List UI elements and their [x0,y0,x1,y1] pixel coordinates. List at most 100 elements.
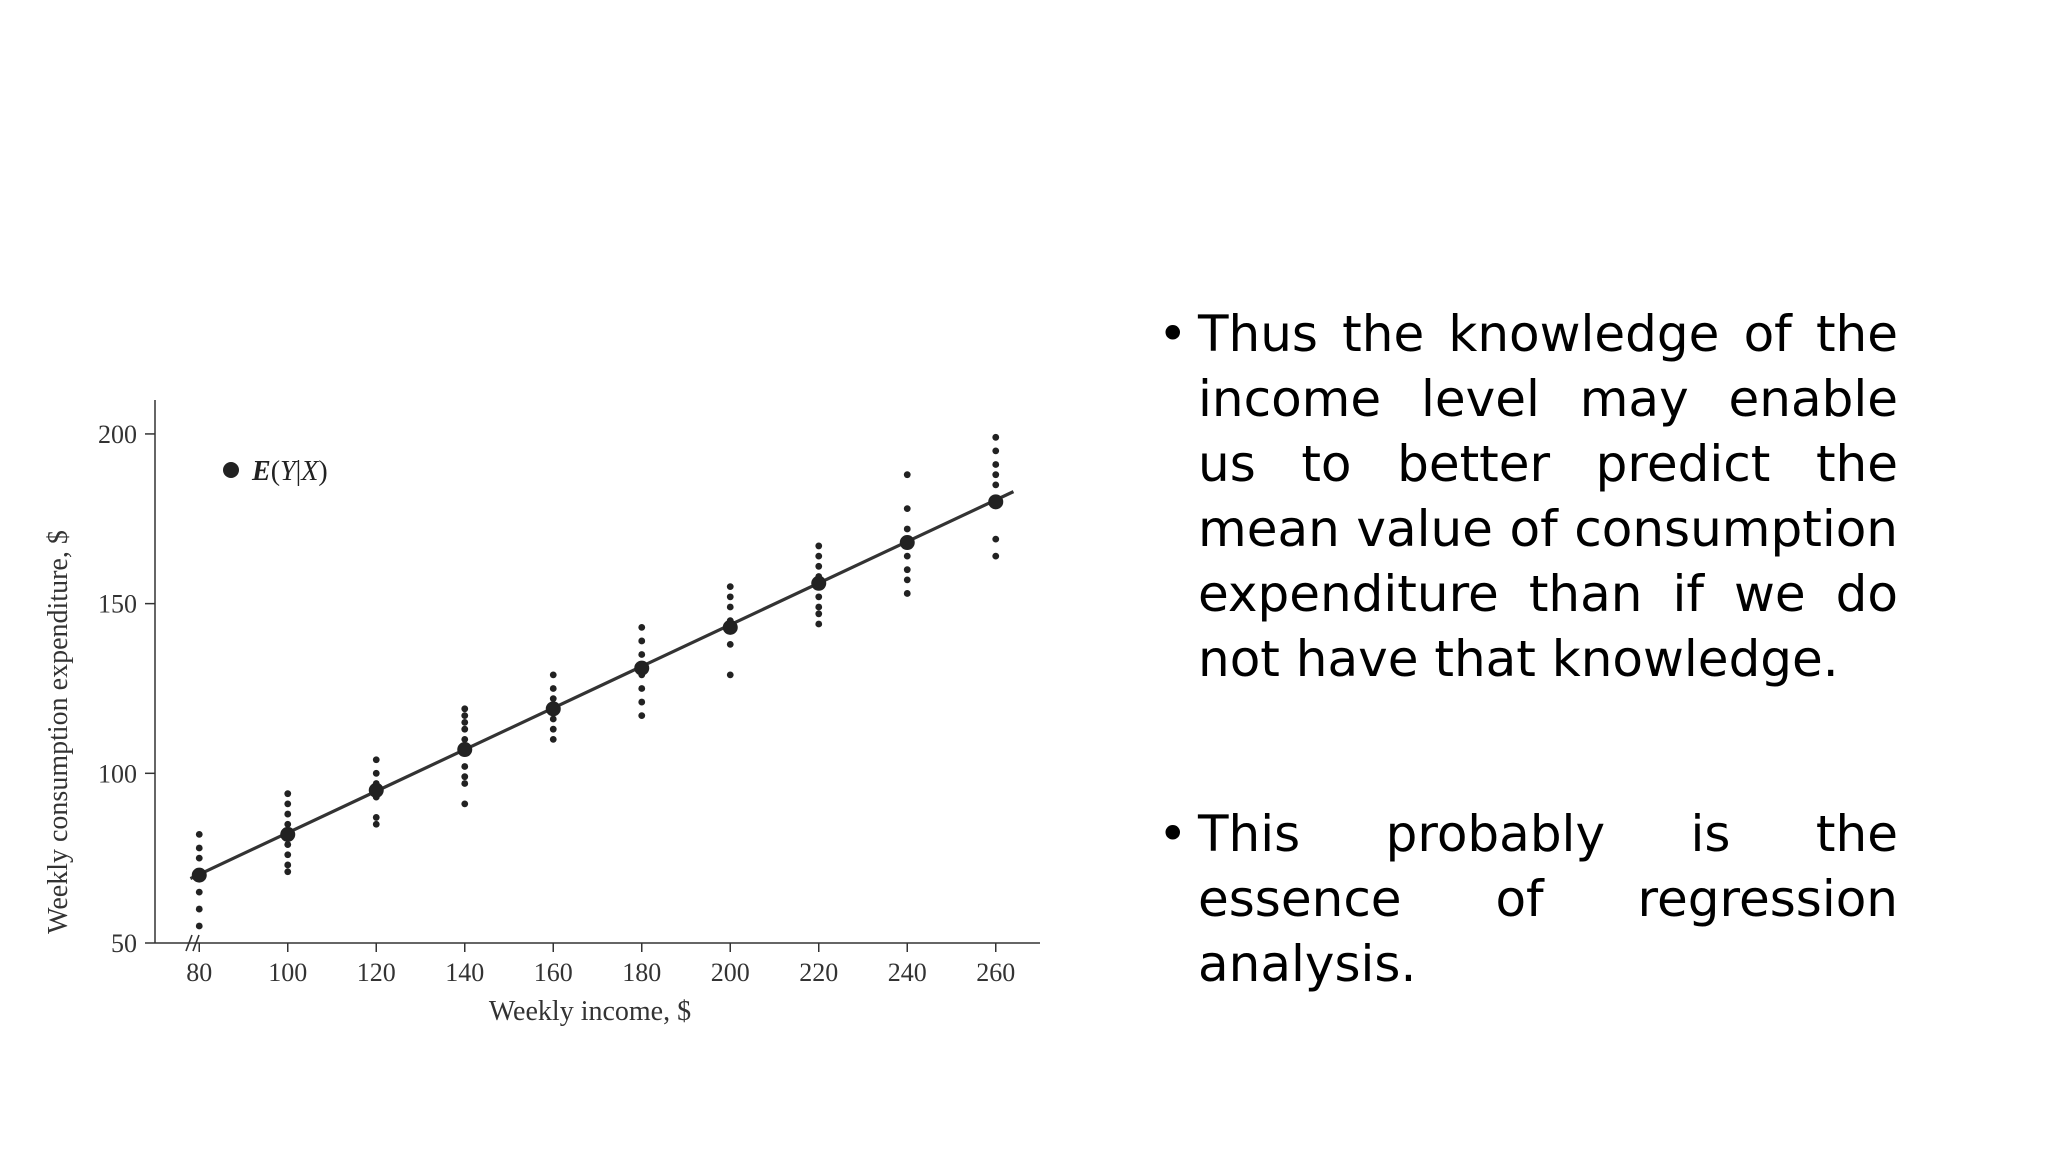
scatter-point [903,505,911,512]
scatter-point [461,780,469,787]
scatter-point [372,820,380,828]
scatter-point [638,623,646,631]
scatter-point [549,725,557,733]
bullet-dot: • [1158,305,1188,363]
x-tick-label: 260 [976,958,1015,987]
y-axis-title: Weekly consumption expenditure, $ [43,530,74,934]
scatter-point [815,552,823,560]
conditional-mean-point [811,575,827,591]
scatter-point [284,861,292,869]
scatter-point [992,447,1000,455]
scatter-point [815,610,823,618]
scatter-point [815,562,823,570]
conditional-mean-point [722,619,738,635]
y-tick-label: 150 [98,590,137,619]
scatter-point [372,814,380,821]
conditional-mean-point [280,826,296,842]
scatter-point [284,800,292,808]
scatter-point [726,640,734,648]
scatter-point [992,552,1000,560]
legend-label: E(Y|X) [251,456,328,487]
scatter-point [461,725,469,733]
x-tick-label: 200 [711,958,750,987]
y-tick-label: 200 [98,420,137,449]
scatter-point [726,583,734,591]
scatter-point [638,651,646,658]
conditional-mean-point [457,742,473,758]
x-tick-label: 180 [622,958,661,987]
scatter-point [195,888,203,896]
scatter-point [638,698,646,706]
scatter-point [284,810,292,818]
chart-svg: 80 100 120 140 160 180 200 220 240 260 50 100 150 200… [43,400,1040,1027]
x-tick-label: 220 [799,958,838,987]
scatter-point [992,535,1000,543]
x-tick-label: 160 [534,958,573,987]
scatter-point [284,820,292,828]
scatter-point [195,854,203,862]
scatter-points-group [195,433,1000,930]
conditional-mean-point [545,701,561,717]
scatter-point [815,593,823,601]
scatter-point [461,800,469,808]
scatter-point [284,868,292,876]
scatter-point [903,566,911,574]
y-tick-label: 50 [111,929,137,958]
legend-marker [223,462,239,478]
scatter-point [195,831,203,838]
scatter-point [461,773,469,781]
conditional-mean-point [634,660,650,676]
conditional-means-group [191,494,1004,883]
scatter-point [549,715,557,723]
scatter-point [461,719,469,726]
scatter-point [726,593,734,601]
scatter-point [992,481,1000,489]
scatter-point [372,769,380,777]
scatter-point [549,735,557,743]
scatter-point [903,471,911,479]
scatter-point [815,620,823,628]
scatter-point [549,685,557,692]
scatter-point [638,685,646,692]
scatter-point [726,671,734,679]
scatter-point [638,712,646,720]
conditional-mean-point [368,782,384,798]
x-tick-label: 140 [445,958,484,987]
bullet-text: This probably is the essence of regressi… [1198,805,1898,993]
scatter-point [549,671,557,679]
bullet-list: • Thus the knowledge of the income level… [1158,302,1898,997]
scatter-point [638,637,646,645]
x-axis-title: Weekly income, $ [489,996,691,1027]
scatter-point [461,735,469,743]
x-tick-label: 100 [268,958,307,987]
bullet-text: Thus the knowledge of the income level m… [1198,305,1898,688]
scatter-point [195,922,203,930]
conditional-mean-point [899,535,915,551]
x-tick-label: 80 [186,958,212,987]
bullet-item-knowledge: • Thus the knowledge of the income level… [1158,302,1898,692]
bullet-dot: • [1158,805,1188,863]
scatter-point [284,841,292,848]
scatter-point [195,844,203,852]
regression-line [189,490,1015,880]
scatter-point [992,433,1000,441]
chart-legend: E(Y|X) [223,456,328,487]
scatter-point [726,603,734,611]
scatter-point [903,590,911,597]
scatter-point [372,756,380,764]
scatter-point [903,576,911,584]
scatter-point [992,471,1000,479]
scatter-point [195,905,203,913]
scatter-point [284,851,292,859]
conditional-mean-point [988,494,1004,510]
scatter-point [903,525,911,533]
regression-line-group [189,490,1015,880]
y-tick-label: 100 [98,759,137,788]
x-tick-label: 120 [357,958,396,987]
scatter-point [461,712,469,720]
chart-axes [145,400,1040,952]
x-axis-break-mark [185,934,200,952]
bullet-item-essence: • This probably is the essence of regres… [1158,802,1898,997]
regression-chart: 80 100 120 140 160 180 200 220 240 260 50 100 150 200… [30,380,1060,1030]
x-tick-label: 240 [888,958,927,987]
